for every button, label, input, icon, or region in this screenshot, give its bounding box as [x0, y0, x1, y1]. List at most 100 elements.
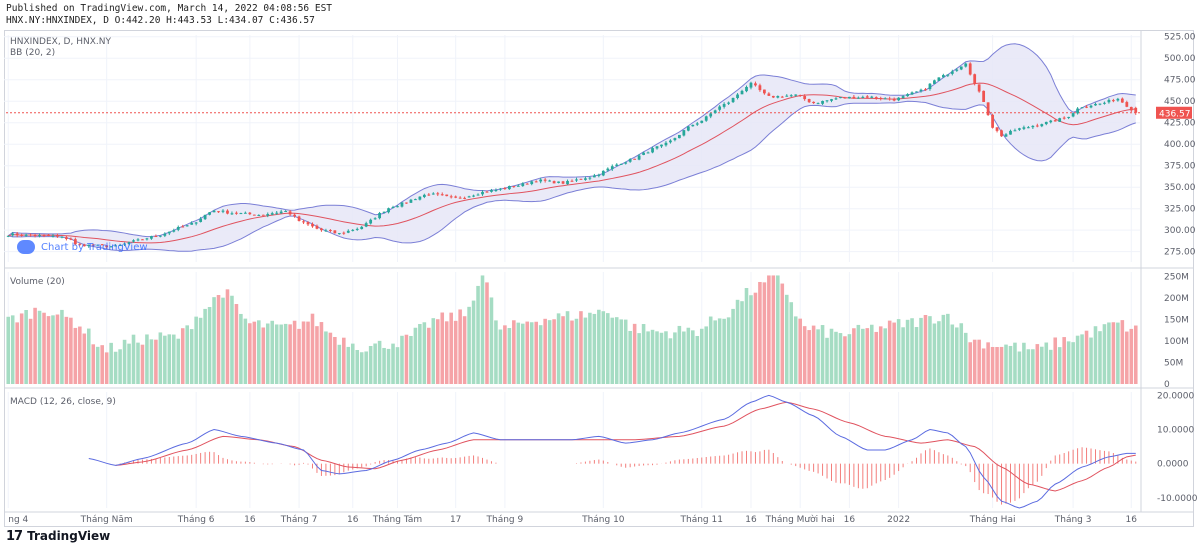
volume-bar [78, 326, 82, 384]
volume-bar [33, 307, 37, 384]
time-tick-label: Tháng 3 [1054, 515, 1092, 525]
volume-bar [180, 328, 185, 384]
volume-bar [668, 338, 673, 384]
candle-body [610, 166, 614, 170]
volume-bar [28, 318, 33, 384]
volume-bar [896, 319, 901, 384]
price-tick-label: 500.00 [1164, 54, 1196, 64]
volume-bar [154, 339, 158, 384]
candle-body [1107, 99, 1111, 103]
candle-body [700, 120, 704, 123]
candle-body [418, 196, 422, 200]
volume-bar [516, 322, 521, 384]
volume-bar [1075, 335, 1080, 384]
volume-bar [86, 328, 91, 384]
volume-bar [216, 295, 221, 384]
volume-bar [467, 306, 471, 384]
volume-bar [127, 343, 131, 384]
volume-label: Volume (20) [10, 277, 65, 287]
candle-body [467, 196, 471, 198]
volume-bar [928, 316, 932, 384]
volume-bar [167, 334, 172, 384]
volume-bar [140, 344, 145, 384]
price-tick-label: 525.00 [1164, 33, 1196, 43]
tradingview-footer-logo[interactable]: 17 TradingView [6, 528, 110, 544]
candle-body [959, 66, 963, 70]
candle-body [722, 104, 726, 107]
volume-bar [941, 314, 946, 384]
volume-bar [51, 315, 55, 384]
volume-bar [279, 324, 283, 384]
volume-bar [525, 321, 530, 384]
volume-bar [825, 337, 829, 384]
candle-body [807, 99, 811, 103]
price-tick-label: 450.00 [1164, 97, 1196, 107]
candle-body [1026, 127, 1030, 129]
candle-body [973, 74, 977, 84]
candle-body [243, 212, 247, 214]
candle-body [445, 194, 449, 197]
candle-body [897, 97, 901, 101]
candle-body [521, 183, 525, 187]
candle-body [776, 96, 780, 98]
candle-body [727, 102, 730, 104]
candle-body [570, 180, 574, 182]
candle-body [615, 164, 619, 167]
candle-body [606, 168, 610, 171]
volume-bar [413, 327, 418, 384]
candle-body [812, 101, 815, 104]
candle-body [221, 210, 225, 212]
candle-body [208, 212, 211, 215]
candle-body [141, 239, 144, 241]
candle-body [454, 196, 458, 198]
candle-body [60, 236, 64, 238]
volume-bar [1093, 326, 1098, 384]
candle-body [409, 199, 413, 203]
candle-body [24, 234, 28, 236]
chart-watermark[interactable]: Chart by TradingView [17, 240, 148, 254]
last-price-label: 436.57 [1159, 109, 1191, 119]
candle-body [803, 96, 807, 100]
price-tick-label: 275.00 [1164, 248, 1196, 258]
volume-bar [650, 329, 655, 384]
volume-bar [592, 313, 597, 384]
candle-body [78, 243, 82, 245]
volume-bar [878, 326, 883, 384]
candle-body [91, 244, 95, 246]
volume-bar [386, 348, 391, 384]
candle-body [15, 233, 19, 236]
volume-bar [677, 325, 682, 384]
volume-bar [816, 329, 820, 384]
volume-bar [158, 332, 163, 384]
volume-bar [507, 327, 512, 384]
volume-bar [270, 320, 275, 384]
candlestick-series [6, 62, 1138, 249]
candle-body [230, 213, 234, 215]
volume-bar [999, 346, 1004, 384]
candle-body [740, 90, 744, 95]
volume-bar [1080, 334, 1084, 384]
volume-bar [1040, 346, 1044, 384]
candle-body [355, 228, 359, 230]
volume-bar [1066, 341, 1071, 384]
time-tick-label: 16 [347, 515, 359, 525]
candle-body [713, 110, 717, 114]
volume-bar [512, 320, 516, 384]
volume-bar [1125, 331, 1129, 384]
candle-body [440, 194, 444, 196]
volume-bar [937, 321, 941, 384]
bollinger-lower [8, 100, 1136, 252]
volume-bar [91, 344, 96, 384]
volume-bar [923, 314, 928, 384]
volume-bar [243, 318, 248, 384]
volume-bar [619, 319, 624, 384]
volume-bar [368, 345, 373, 384]
candle-body [414, 199, 417, 201]
volume-bar [708, 316, 713, 384]
volume-bar [946, 313, 950, 384]
candle-body [677, 134, 681, 139]
time-tick-label: 2022 [887, 515, 910, 525]
candle-body [785, 95, 789, 97]
published-info: Published on TradingView.com, March 14, … [6, 3, 333, 14]
